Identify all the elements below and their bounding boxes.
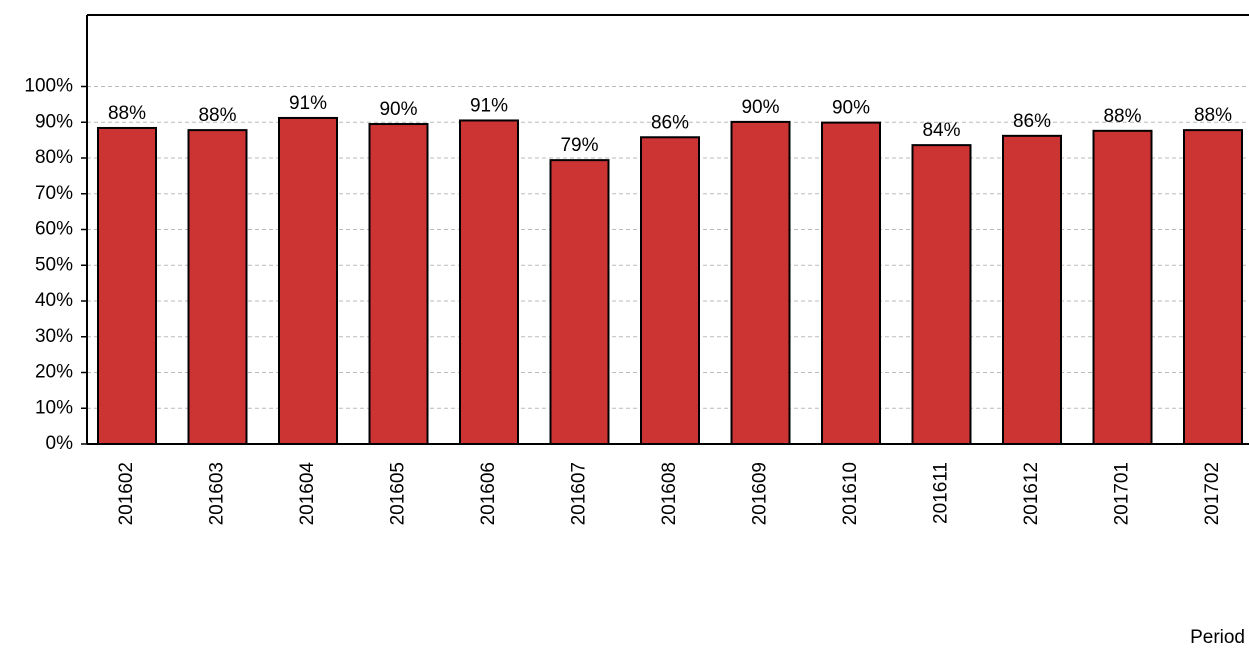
y-tick-label: 20% [35, 362, 73, 383]
bar [549, 159, 610, 446]
x-tick-label: 201604 [297, 462, 318, 526]
value-label: 91% [470, 95, 508, 116]
y-tick-label: 80% [35, 147, 73, 168]
value-label: 86% [651, 112, 689, 133]
bar [459, 119, 519, 446]
x-tick-label: 201605 [388, 462, 409, 525]
value-label: 91% [289, 93, 327, 114]
y-tick-label: 70% [35, 183, 73, 204]
y-tick-label: 90% [35, 111, 73, 132]
value-label: 88% [1103, 106, 1141, 127]
bar [187, 129, 248, 446]
x-axis-label: Period [1190, 627, 1245, 648]
bar [1092, 129, 1153, 446]
bar [640, 136, 700, 445]
x-tick-label: 201608 [659, 462, 680, 525]
bar [1002, 134, 1062, 446]
bar [730, 120, 791, 446]
value-label: 79% [560, 135, 598, 156]
value-label: 84% [922, 120, 960, 141]
value-label: 86% [1013, 111, 1051, 132]
value-label: 88% [108, 103, 146, 124]
y-tick-label: 40% [35, 290, 73, 311]
x-tick-label: 201701 [1112, 462, 1133, 525]
x-tick-label: 201702 [1202, 462, 1223, 525]
y-tick-label: 50% [35, 254, 73, 275]
y-tick-label: 0% [46, 433, 74, 454]
y-tick-label: 30% [35, 326, 73, 347]
value-label: 90% [741, 97, 779, 118]
value-label: 88% [198, 105, 236, 126]
x-tick-label: 201611 [931, 462, 952, 524]
y-tick-label: 10% [35, 397, 73, 418]
x-tick-label: 201609 [750, 462, 771, 525]
y-tick-label: 100% [24, 76, 73, 97]
bar [278, 116, 338, 446]
value-label: 88% [1194, 105, 1232, 126]
x-tick-label: 201607 [569, 462, 590, 525]
x-tick-label: 201603 [207, 462, 228, 525]
bar [821, 121, 881, 445]
bar [368, 123, 429, 445]
bar [97, 126, 157, 445]
x-tick-label: 201606 [478, 462, 499, 525]
x-tick-label: 201612 [1021, 462, 1042, 525]
bar [1183, 129, 1243, 446]
x-tick-label: 201602 [116, 462, 137, 525]
value-label: 90% [379, 99, 417, 120]
bar [911, 144, 972, 445]
x-tick-label: 201610 [840, 462, 861, 525]
y-tick-label: 60% [35, 219, 73, 240]
value-label: 90% [832, 98, 870, 119]
